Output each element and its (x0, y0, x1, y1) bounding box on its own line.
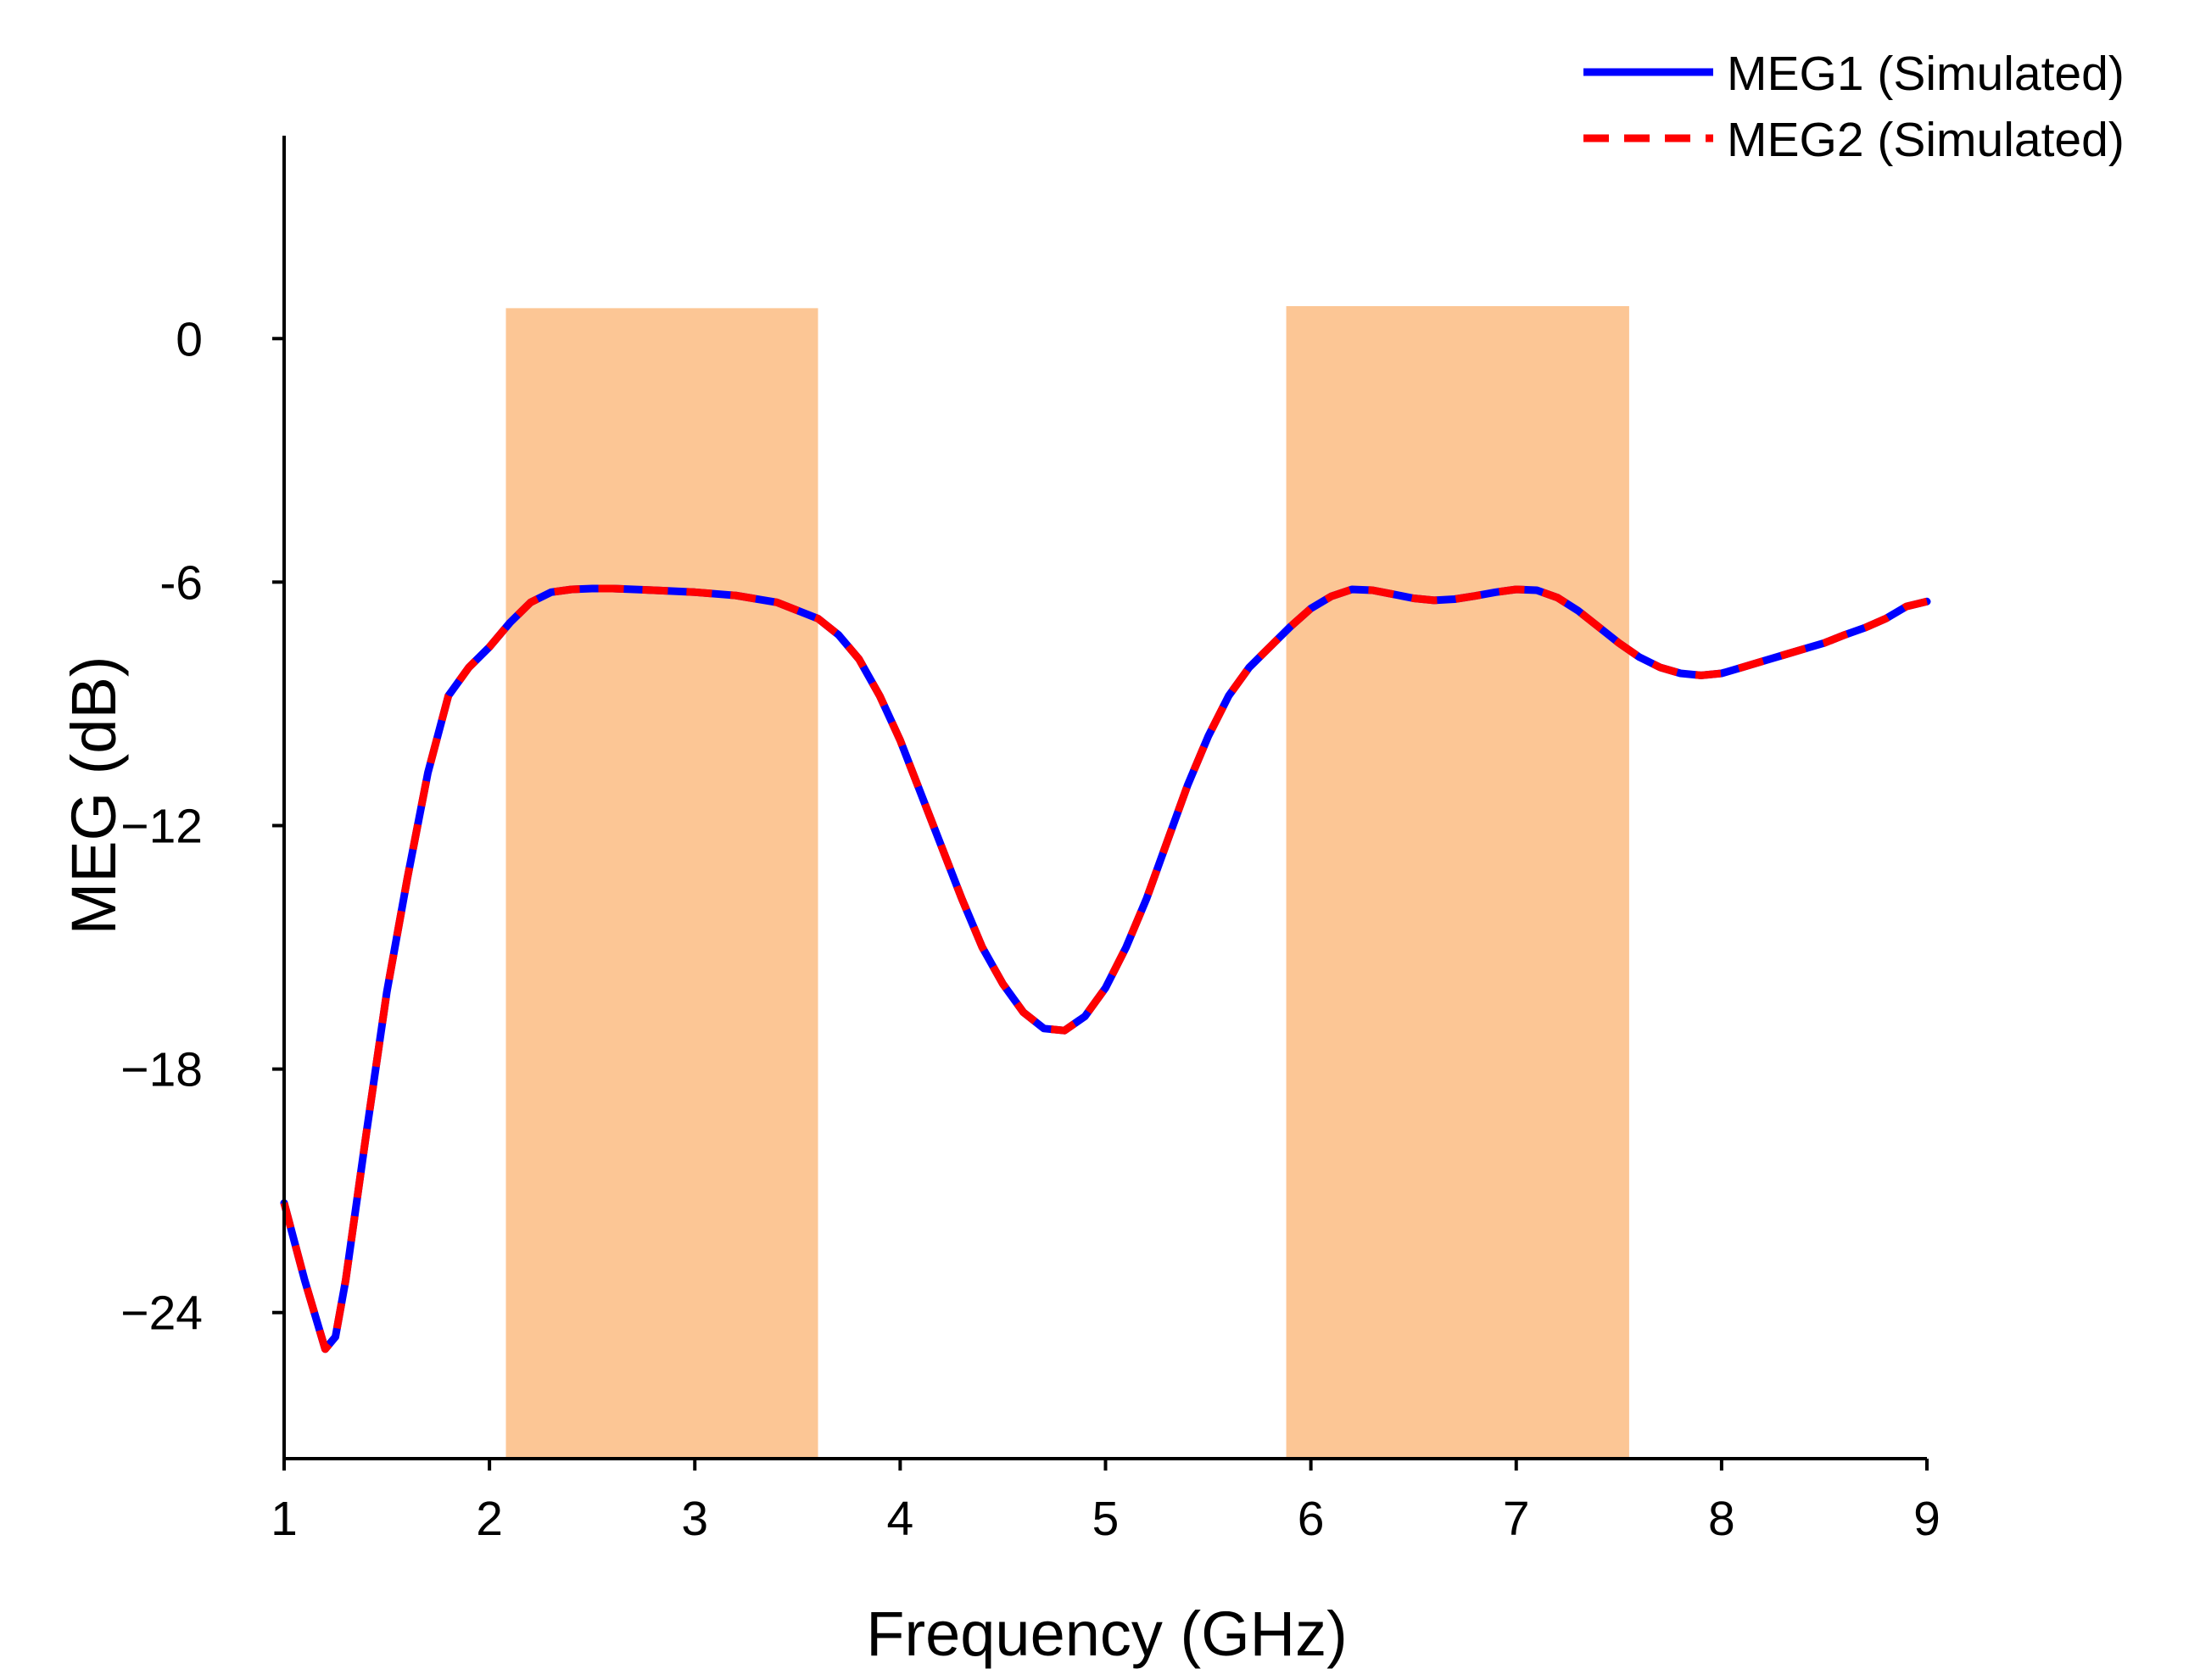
x-tick-label: 7 (1503, 1492, 1530, 1546)
x-axis-label: Frequency (GHz) (866, 1599, 1347, 1669)
shaded-bands (505, 305, 1629, 1460)
y-tick-label: −24 (120, 1287, 203, 1341)
x-tick-label: 9 (1913, 1492, 1941, 1546)
x-tick-label: 4 (887, 1492, 914, 1546)
x-tick-label: 8 (1708, 1492, 1735, 1546)
legend-label-meg2: MEG2 (Simulated) (1727, 113, 2125, 167)
shaded-band-2 (1286, 305, 1629, 1460)
series-line-meg2 (280, 584, 1929, 1353)
x-tick-label: 6 (1298, 1492, 1325, 1546)
legend-label-meg1: MEG1 (Simulated) (1727, 47, 2125, 101)
series-lines (280, 584, 1931, 1353)
y-tick-label: 0 (176, 312, 203, 366)
legend: MEG1 (Simulated) MEG2 (Simulated) (1583, 47, 2125, 167)
axes: 1 2 3 4 5 6 7 8 9 0 -6 −12 −18 −24 (120, 136, 1941, 1546)
y-axis-label: MEG (dB) (59, 656, 129, 935)
x-tick-label: 3 (681, 1492, 708, 1546)
y-tick-label: -6 (159, 555, 203, 610)
x-tick-label: 2 (476, 1492, 503, 1546)
x-ticks: 1 2 3 4 5 6 7 8 9 (271, 1459, 1941, 1546)
x-tick-label: 1 (271, 1492, 298, 1546)
y-tick-label: −12 (120, 799, 203, 853)
y-ticks: 0 -6 −12 −18 −24 (120, 312, 284, 1341)
x-tick-label: 5 (1092, 1492, 1120, 1546)
shaded-band-1 (505, 308, 818, 1459)
y-tick-label: −18 (120, 1043, 203, 1097)
